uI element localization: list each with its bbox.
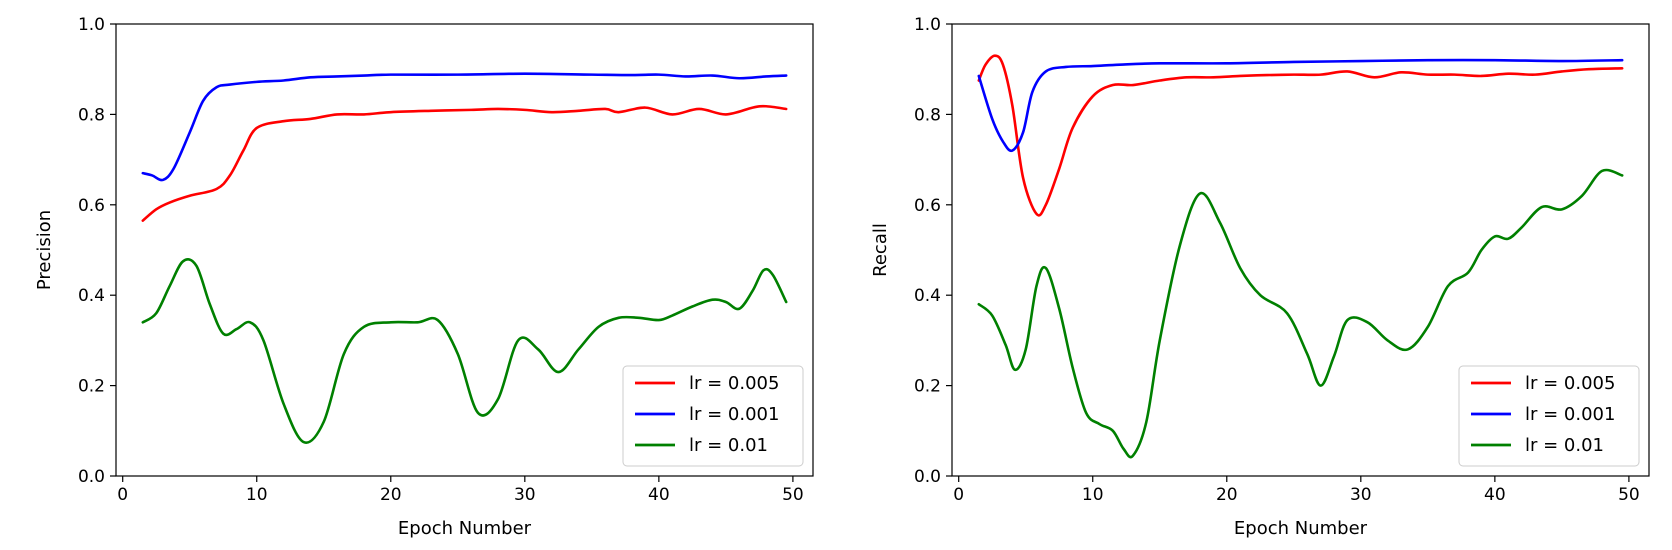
x-tick-label: 30 <box>1350 485 1372 505</box>
y-tick-label: 0.6 <box>78 196 105 216</box>
y-tick-label: 0.0 <box>914 467 941 487</box>
legend-label-1: lr = 0.005 <box>689 373 779 394</box>
chart-recall: 0 10 20 30 40 50 0.0 0.2 0.4 0.6 0.8 1.0 Epoch Numbe… <box>870 15 1650 539</box>
y-tick-label: 0.4 <box>78 286 105 306</box>
x-tick-label: 40 <box>648 485 670 505</box>
y-tick-label: 1.0 <box>78 15 105 35</box>
series-line-2 <box>977 58 1624 153</box>
x-tick-label: 0 <box>953 485 964 505</box>
y-axis-label: Recall <box>870 223 891 277</box>
y-tick-label: 0.8 <box>914 105 941 125</box>
x-axis-label: Epoch Number <box>398 518 532 539</box>
x-tick-label: 50 <box>1618 485 1640 505</box>
x-axis-label: Epoch Number <box>1234 518 1368 539</box>
legend: lr = 0.005 lr = 0.001 lr = 0.01 <box>622 365 804 467</box>
series-group <box>977 54 1624 459</box>
legend: lr = 0.005 lr = 0.001 lr = 0.01 <box>1458 365 1640 467</box>
x-tick-label: 50 <box>782 485 804 505</box>
x-tick-label: 30 <box>514 485 536 505</box>
plot-frame <box>115 23 814 477</box>
legend-label-1: lr = 0.005 <box>1525 373 1615 394</box>
legend-label-3: lr = 0.01 <box>1525 435 1604 456</box>
y-tick-label: 0.4 <box>914 286 941 306</box>
x-tick-label: 10 <box>1082 485 1104 505</box>
y-tick-label: 0.8 <box>78 105 105 125</box>
series-line-2 <box>141 72 788 182</box>
legend-box <box>1458 365 1640 467</box>
x-tick-label: 20 <box>1216 485 1238 505</box>
plot-frame <box>951 23 1650 477</box>
y-axis-label: Precision <box>34 210 55 290</box>
legend-label-2: lr = 0.001 <box>689 404 779 425</box>
series-line-1 <box>977 54 1624 217</box>
y-tick-label: 1.0 <box>914 15 941 35</box>
y-tick-label: 0.6 <box>914 196 941 216</box>
x-tick-label: 10 <box>246 485 268 505</box>
x-tick-label: 40 <box>1484 485 1506 505</box>
legend-label-3: lr = 0.01 <box>689 435 768 456</box>
x-tick-label: 20 <box>380 485 402 505</box>
series-line-1 <box>141 104 788 222</box>
y-tick-label: 0.2 <box>914 377 941 397</box>
chart-precision: 0 10 20 30 40 50 0.0 0.2 0.4 0.6 0.8 1.0 Epoch Numbe… <box>34 15 814 539</box>
x-tick-label: 0 <box>117 485 128 505</box>
legend-label-2: lr = 0.001 <box>1525 404 1615 425</box>
series-line-3 <box>977 168 1624 459</box>
series-line-3 <box>141 258 788 444</box>
legend-box <box>622 365 804 467</box>
y-tick-label: 0.2 <box>78 377 105 397</box>
series-group <box>141 72 788 444</box>
y-tick-label: 0.0 <box>78 467 105 487</box>
